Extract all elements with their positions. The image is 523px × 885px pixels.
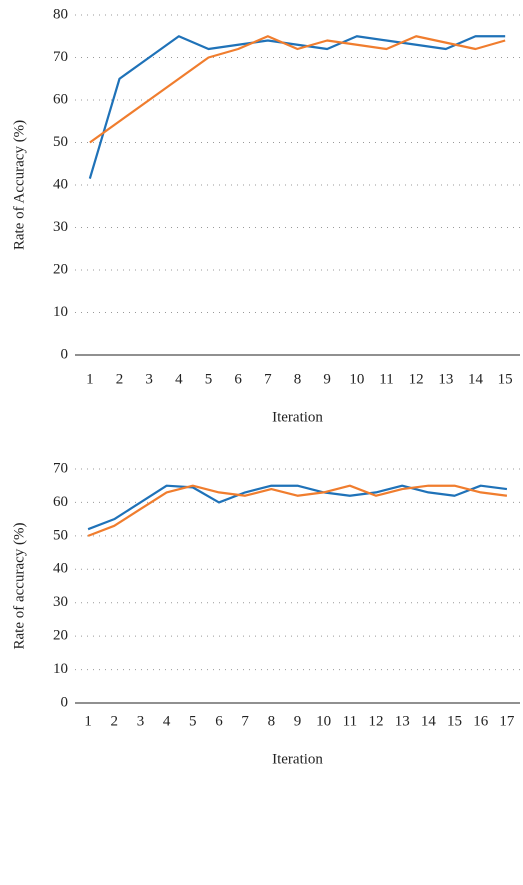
x-tick-label: 14 bbox=[468, 371, 484, 387]
x-tick-label: 13 bbox=[395, 713, 410, 729]
x-tick-label: 12 bbox=[409, 371, 424, 387]
x-tick-label: 1 bbox=[84, 713, 92, 729]
y-tick-label: 60 bbox=[53, 494, 68, 510]
x-tick-label: 8 bbox=[294, 371, 302, 387]
x-tick-label: 4 bbox=[163, 713, 171, 729]
y-tick-label: 0 bbox=[61, 694, 69, 710]
x-tick-label: 10 bbox=[349, 371, 364, 387]
x-tick-label: 9 bbox=[294, 713, 302, 729]
y-tick-label: 30 bbox=[53, 219, 68, 235]
x-tick-label: 9 bbox=[323, 371, 331, 387]
x-tick-label: 7 bbox=[264, 371, 272, 387]
x-tick-label: 6 bbox=[215, 713, 223, 729]
x-tick-label: 15 bbox=[498, 371, 513, 387]
y-tick-label: 70 bbox=[53, 460, 68, 476]
x-tick-label: 2 bbox=[111, 713, 119, 729]
y-tick-label: 50 bbox=[53, 527, 68, 543]
y-axis-label: Rate of accuracy (%) bbox=[11, 522, 27, 649]
y-tick-label: 50 bbox=[53, 134, 68, 150]
y-tick-label: 40 bbox=[53, 176, 68, 192]
x-tick-label: 10 bbox=[316, 713, 331, 729]
x-tick-label: 15 bbox=[447, 713, 462, 729]
y-tick-label: 70 bbox=[53, 49, 68, 65]
y-tick-label: 60 bbox=[53, 91, 68, 107]
x-tick-label: 11 bbox=[379, 371, 393, 387]
y-tick-label: 0 bbox=[61, 346, 69, 362]
y-tick-label: 20 bbox=[53, 628, 68, 644]
series-line bbox=[87, 484, 508, 531]
y-tick-label: 10 bbox=[53, 304, 68, 320]
y-axis-label: Rate of Accuracy (%) bbox=[11, 120, 27, 250]
y-tick-label: 80 bbox=[53, 6, 68, 22]
x-tick-label: 3 bbox=[137, 713, 145, 729]
series-line bbox=[87, 484, 508, 537]
x-tick-label: 17 bbox=[499, 713, 515, 729]
x-tick-label: 3 bbox=[145, 371, 153, 387]
y-tick-label: 20 bbox=[53, 261, 68, 277]
series-line bbox=[88, 35, 506, 179]
x-tick-label: 7 bbox=[241, 713, 249, 729]
x-tick-label: 2 bbox=[116, 371, 124, 387]
x-tick-label: 5 bbox=[205, 371, 213, 387]
x-tick-label: 11 bbox=[343, 713, 357, 729]
x-tick-label: 8 bbox=[268, 713, 276, 729]
y-tick-label: 10 bbox=[53, 661, 68, 677]
y-tick-label: 40 bbox=[53, 561, 68, 577]
x-tick-label: 6 bbox=[234, 371, 242, 387]
y-tick-label: 30 bbox=[53, 594, 68, 610]
x-tick-label: 13 bbox=[438, 371, 453, 387]
x-tick-label: 4 bbox=[175, 371, 183, 387]
x-tick-label: 5 bbox=[189, 713, 197, 729]
x-tick-label: 14 bbox=[421, 713, 437, 729]
series-line bbox=[89, 35, 506, 144]
x-tick-label: 1 bbox=[86, 371, 94, 387]
x-axis-label: Iteration bbox=[272, 409, 323, 425]
x-axis-label: Iteration bbox=[272, 751, 323, 767]
x-tick-label: 12 bbox=[369, 713, 384, 729]
x-tick-label: 16 bbox=[473, 713, 489, 729]
